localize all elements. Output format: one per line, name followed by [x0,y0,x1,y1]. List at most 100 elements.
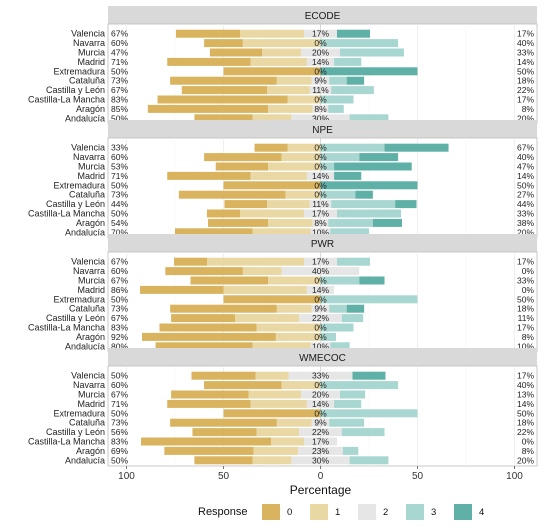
right-percent-label: 33% [517,209,534,219]
bar-row: Madrid 71% 14% 14% [77,399,534,409]
bar-segment-1 [268,218,313,227]
mid-percent-label: 0% [314,95,327,105]
left-percent-label: 33% [111,143,128,153]
left-percent-label: 83% [111,95,128,105]
bar-row: Extremadura 50% 0% 50% [53,408,534,418]
mid-percent-label: 8% [314,218,327,228]
bar-segment-0 [171,314,236,323]
right-percent-label: 17% [517,323,534,333]
region-label: Castilla-La Mancha [28,209,105,219]
bar-segment-3 [320,323,354,332]
bar-segment-1 [250,399,307,408]
bar-segment-2 [304,437,337,446]
panel-title: WMECOC [299,353,346,364]
bar-segment-3 [331,86,374,95]
bar-segment-2 [310,342,331,351]
bar-segment-0 [141,437,272,446]
region-label: Castilla y León [46,85,105,95]
mid-percent-label: 33% [312,371,329,381]
right-percent-label: 50% [517,408,534,418]
mid-percent-label: 0% [314,180,327,190]
region-label: Castilla-La Mancha [28,323,105,333]
bar-row: Andalucía 50% 30% 20% [65,113,534,123]
bar-segment-1 [281,153,321,162]
bar-segment-2 [310,228,331,237]
region-label: Castilla y León [46,427,105,437]
mid-percent-label: 30% [312,455,329,465]
bar-segment-2 [288,371,353,380]
left-percent-label: 70% [111,227,128,237]
bar-segment-1 [268,162,321,171]
bar-segment-0 [167,399,251,408]
mid-percent-label: 14% [312,399,329,409]
left-percent-label: 83% [111,323,128,333]
right-percent-label: 18% [517,76,534,86]
right-percent-label: 11% [518,313,535,323]
bar-row: Navarra 60% 40% 0% [73,266,534,276]
bar-segment-3 [329,418,365,427]
left-percent-label: 60% [111,266,128,276]
mid-percent-label: 0% [314,294,327,304]
bar-segment-3 [320,409,418,418]
left-percent-label: 44% [111,199,128,209]
bar-row: Murcia 67% 20% 13% [78,390,534,400]
mid-percent-label: 40% [312,266,329,276]
bar-segment-3 [339,48,404,57]
bar-row: Castilla y León 67% 22% 11% [46,313,534,323]
mid-percent-label: 22% [312,313,329,323]
mid-percent-label: 0% [314,190,327,200]
bar-segment-1 [276,304,312,313]
mid-percent-label: 9% [314,76,327,86]
panel-title: ECODE [305,11,341,22]
bar-row: Navarra 60% 0% 40% [73,38,534,48]
left-percent-label: 73% [111,418,128,428]
bar-segment-1 [248,390,302,399]
bar-segment-0 [155,342,253,351]
bar-row: Cataluña 73% 9% 18% [69,418,534,428]
region-label: Madrid [77,285,105,295]
region-label: Navarra [73,266,105,276]
right-percent-label: 8% [522,332,535,342]
bar-segment-0 [178,190,286,199]
bar-row: Madrid 86% 14% 0% [77,285,534,295]
region-label: Castilla y León [46,313,105,323]
right-percent-label: 0% [522,266,535,276]
left-percent-label: 53% [111,162,128,172]
bar-segment-2 [301,48,340,57]
bar-segment-0 [174,257,208,266]
mid-percent-label: 14% [312,171,329,181]
right-percent-label: 40% [517,38,534,48]
bar-segment-1 [242,39,321,48]
region-label: Cataluña [69,190,105,200]
bar-segment-1 [268,104,313,113]
left-percent-label: 56% [111,427,128,437]
left-percent-label: 47% [111,48,128,58]
right-percent-label: 50% [517,66,534,76]
bar-segment-2 [304,209,337,218]
bar-segment-0 [181,86,268,95]
bar-segment-3 [320,39,399,48]
bar-segment-3 [330,342,350,351]
right-percent-label: 33% [517,48,534,58]
bar-segment-0 [224,200,268,209]
bar-row: Castilla-La Mancha 83% 0% 17% [28,323,534,333]
bar-segment-1 [250,57,307,66]
bar-segment-0 [204,39,243,48]
right-percent-label: 8% [522,104,535,114]
bar-segment-4 [372,218,402,227]
legend-label: 4 [479,507,484,518]
left-percent-label: 67% [111,29,128,39]
right-percent-label: 17% [517,371,534,381]
bar-segment-0 [142,332,276,341]
mid-percent-label: 0% [314,143,327,153]
right-percent-label: 18% [517,418,534,428]
bar-segment-0 [223,181,321,190]
left-percent-label: 69% [111,446,128,456]
bar-segment-0 [209,48,263,57]
bar-segment-1 [256,428,300,437]
right-percent-label: 14% [517,171,534,181]
legend-item-1: 1 [310,504,340,520]
left-percent-label: 60% [111,152,128,162]
